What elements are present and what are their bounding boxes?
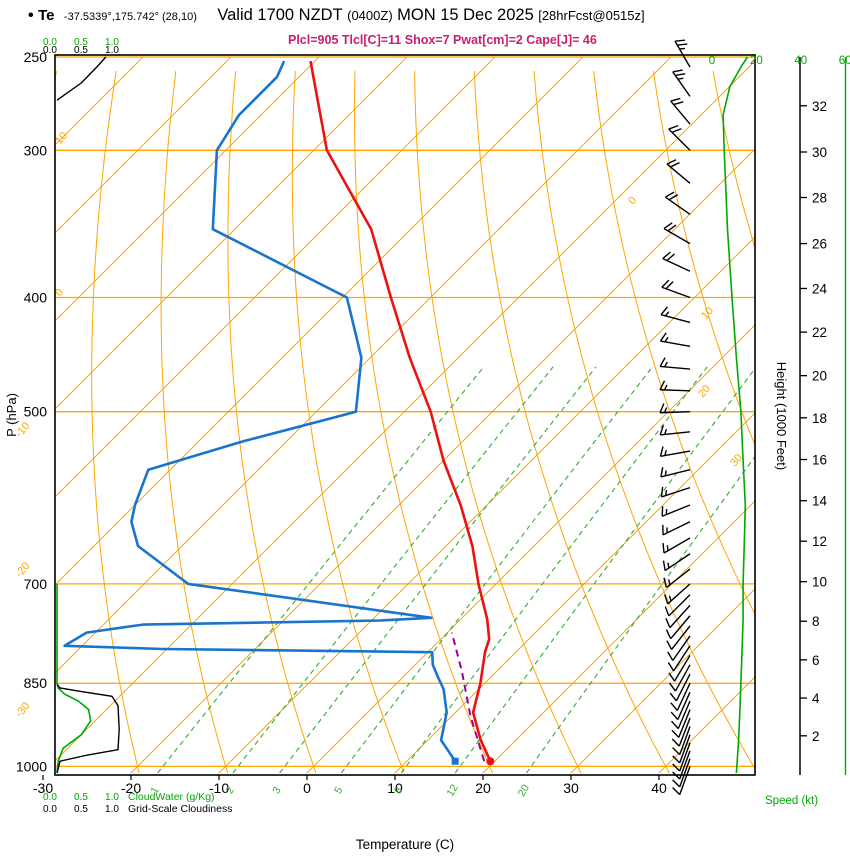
svg-text:500: 500: [24, 404, 48, 420]
svg-text:300: 300: [24, 142, 48, 158]
speed-curve: [722, 56, 749, 774]
svg-text:1.0: 1.0: [105, 804, 119, 815]
svg-text:Temperature (C): Temperature (C): [356, 837, 454, 852]
valid-time: Valid 1700 NZDT: [217, 6, 343, 24]
stability-indices: Plcl=905 Tlcl[C]=11 Shox=7 Pwat[cm]=2 Ca…: [288, 33, 597, 47]
svg-text:20: 20: [750, 55, 763, 67]
svg-text:0: 0: [303, 780, 311, 796]
svg-text:40: 40: [651, 780, 667, 796]
svg-text:0.5: 0.5: [74, 37, 88, 48]
svg-text:-20: -20: [121, 780, 141, 796]
svg-text:1.0: 1.0: [105, 792, 119, 803]
svg-text:1.0: 1.0: [105, 37, 119, 48]
svg-text:22: 22: [812, 325, 827, 340]
mixing-ratio-lines: [157, 366, 755, 774]
svg-text:0.0: 0.0: [43, 804, 57, 815]
svg-text:20: 20: [475, 780, 491, 796]
svg-text:-30: -30: [13, 700, 32, 720]
svg-text:CloudWater (g/Kg): CloudWater (g/Kg): [128, 791, 215, 803]
svg-text:-10: -10: [209, 780, 229, 796]
svg-text:Height (1000 Feet): Height (1000 Feet): [774, 362, 789, 470]
svg-text:40: 40: [794, 55, 807, 67]
svg-text:1000: 1000: [16, 758, 47, 774]
svg-text:28: 28: [812, 191, 827, 206]
svg-text:2: 2: [224, 785, 237, 796]
surface-dewpoint-marker: [451, 757, 459, 765]
svg-text:16: 16: [812, 453, 827, 468]
svg-text:10: 10: [699, 305, 716, 322]
svg-text:10: 10: [387, 780, 403, 796]
svg-text:5: 5: [332, 785, 345, 796]
plot-border: [54, 54, 756, 776]
temperature-curve: [309, 60, 492, 762]
svg-text:0.5: 0.5: [74, 45, 88, 56]
svg-text:0.5: 0.5: [74, 792, 88, 803]
svg-text:18: 18: [812, 411, 827, 426]
svg-text:2: 2: [812, 729, 820, 744]
svg-text:26: 26: [812, 237, 827, 252]
svg-text:4: 4: [812, 691, 820, 706]
svg-text:0.0: 0.0: [43, 792, 57, 803]
svg-text:10: 10: [812, 575, 827, 590]
wind-barbs: [659, 39, 691, 796]
valid-zulu: (0400Z): [347, 8, 393, 23]
svg-text:1: 1: [148, 785, 161, 796]
svg-text:Speed (kt): Speed (kt): [765, 795, 818, 807]
svg-text:250: 250: [24, 49, 48, 65]
station-coords: -37.5339°,175.742° (28,10): [63, 11, 197, 23]
svg-text:12: 12: [445, 782, 461, 798]
svg-text:700: 700: [24, 576, 48, 592]
svg-text:20: 20: [516, 782, 532, 798]
sounding-profiles: [56, 56, 749, 774]
svg-text:30: 30: [812, 145, 827, 160]
svg-text:-30: -30: [33, 780, 53, 796]
svg-text:3: 3: [270, 785, 283, 796]
station-name: Te: [38, 7, 55, 24]
dewpoint-curve: [63, 60, 457, 762]
parcel-curve: [450, 632, 486, 762]
svg-text:20: 20: [696, 383, 713, 400]
svg-text:8: 8: [392, 785, 405, 796]
svg-text:60: 60: [839, 55, 850, 67]
forecast-tag: [28hrFcst@0515z]: [538, 8, 645, 23]
grid-lines: [55, 56, 755, 774]
svg-text:0: 0: [709, 55, 715, 67]
cloudiness-low-curve: [56, 683, 120, 774]
surface-temperature-marker: [486, 757, 495, 766]
svg-text:12: 12: [812, 534, 827, 549]
svg-text:24: 24: [812, 281, 828, 296]
svg-text:Grid-Scale Cloudiness: Grid-Scale Cloudiness: [128, 803, 232, 815]
cloudwater-curve: [56, 583, 92, 774]
svg-text:6: 6: [812, 653, 820, 668]
svg-text:20: 20: [812, 369, 827, 384]
svg-text:400: 400: [24, 290, 48, 306]
station-marker-icon: •: [28, 7, 34, 24]
cloudiness-high-curve: [56, 56, 107, 101]
svg-text:0.0: 0.0: [43, 37, 57, 48]
svg-text:8: 8: [812, 614, 820, 629]
svg-text:0.5: 0.5: [74, 804, 88, 815]
valid-date: MON 15 Dec 2025: [397, 6, 534, 24]
svg-text:P (hPa): P (hPa): [4, 393, 19, 437]
svg-text:30: 30: [563, 780, 579, 796]
svg-text:0: 0: [626, 195, 639, 207]
svg-text:14: 14: [812, 494, 828, 509]
svg-text:0.0: 0.0: [43, 45, 57, 56]
chart-title: • Te -37.5339°,175.742° (28,10) Valid 17…: [28, 6, 645, 25]
svg-text:1.0: 1.0: [105, 45, 119, 56]
svg-text:32: 32: [812, 99, 827, 114]
svg-text:850: 850: [24, 675, 48, 691]
